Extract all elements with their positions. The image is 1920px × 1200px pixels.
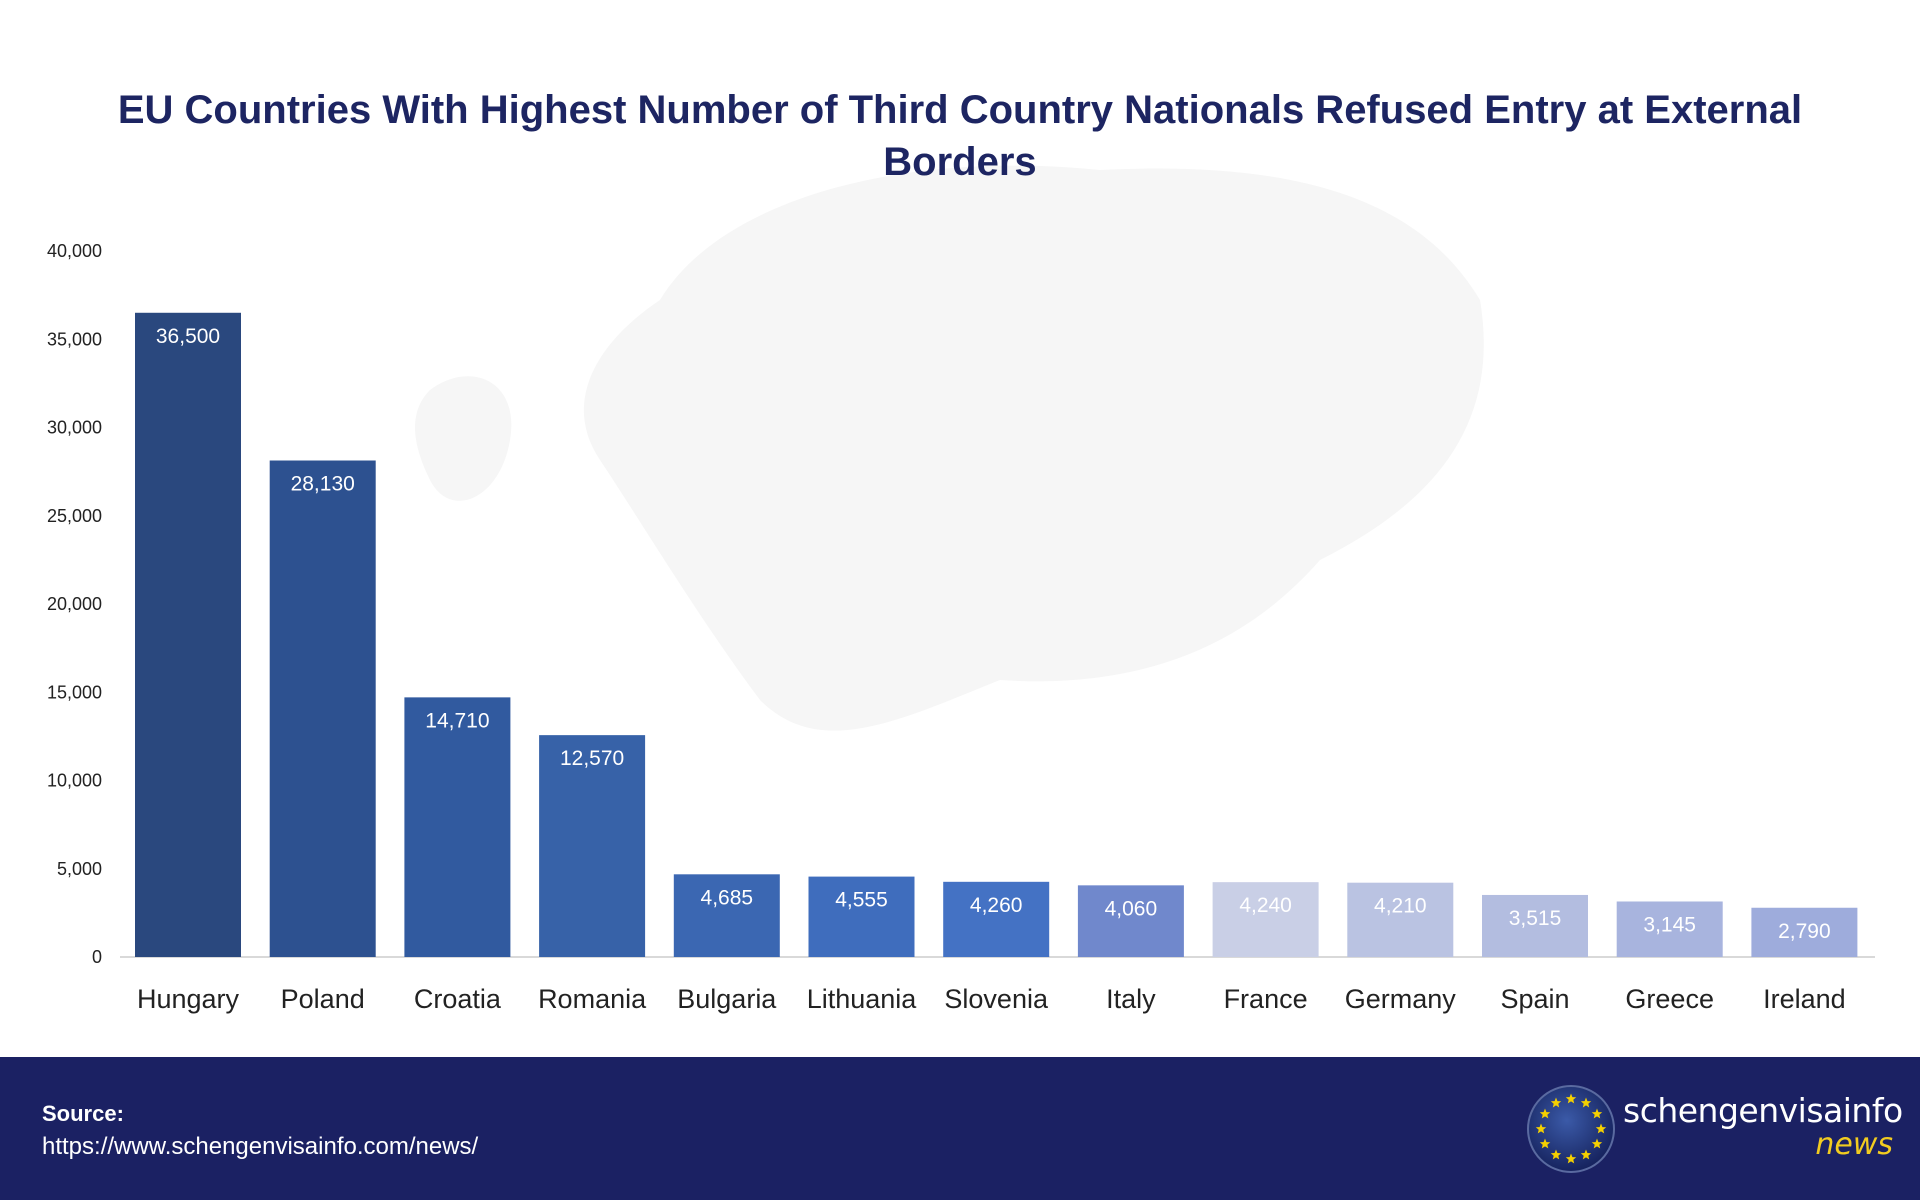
- star-icon: [1539, 1108, 1551, 1119]
- data-label: 12,570: [560, 747, 624, 770]
- bar-lithuania: [808, 876, 915, 957]
- x-tick-label: Croatia: [414, 984, 502, 1014]
- y-tick-label: 35,000: [47, 329, 102, 349]
- star-icon: [1591, 1138, 1603, 1149]
- schengenvisainfo-logo[interactable]: schengenvisainfo news: [1525, 1083, 1903, 1175]
- x-tick-label: Ireland: [1763, 984, 1846, 1014]
- bar-hungary: [135, 312, 241, 957]
- data-label: 14,710: [425, 709, 489, 732]
- bar-spain: [1482, 894, 1588, 957]
- x-tick-label: Italy: [1106, 984, 1156, 1014]
- data-label: 3,145: [1643, 913, 1696, 936]
- x-tick-label: France: [1224, 984, 1308, 1014]
- data-label: 28,130: [291, 473, 355, 496]
- data-label: 4,555: [835, 889, 888, 912]
- x-tick-label: Spain: [1500, 984, 1569, 1014]
- x-tick-label: Germany: [1345, 984, 1457, 1014]
- star-icon: [1535, 1123, 1547, 1134]
- star-icon: [1539, 1138, 1551, 1149]
- bar-ireland: [1751, 907, 1858, 957]
- x-tick-label: Bulgaria: [677, 984, 777, 1014]
- star-icon: [1591, 1108, 1603, 1119]
- data-label: 36,500: [156, 325, 220, 348]
- source-label: Source:: [42, 1101, 124, 1126]
- star-icon: [1550, 1097, 1562, 1108]
- star-icon: [1580, 1149, 1592, 1160]
- bar-germany: [1347, 882, 1454, 957]
- bar-greece: [1616, 901, 1723, 957]
- data-label: 4,210: [1374, 895, 1427, 918]
- data-label: 4,060: [1105, 897, 1158, 920]
- star-icon: [1580, 1097, 1592, 1108]
- data-label: 3,515: [1509, 907, 1562, 930]
- data-label: 4,685: [701, 886, 754, 909]
- y-tick-label: 25,000: [47, 506, 102, 526]
- star-icon: [1565, 1153, 1577, 1164]
- x-tick-label: Slovenia: [944, 984, 1049, 1014]
- data-label: 4,240: [1239, 894, 1292, 917]
- bar-france: [1212, 882, 1319, 957]
- source-link[interactable]: https://www.schengenvisainfo.com/news/: [42, 1133, 479, 1160]
- x-tick-label: Hungary: [137, 984, 240, 1014]
- y-tick-label: 20,000: [47, 594, 102, 614]
- eu-stars-icon: [1527, 1085, 1615, 1173]
- x-tick-label: Romania: [538, 984, 647, 1014]
- y-tick-label: 10,000: [47, 771, 102, 791]
- bar-croatia: [404, 697, 511, 957]
- y-tick-label: 30,000: [47, 418, 102, 438]
- x-tick-label: Greece: [1625, 984, 1714, 1014]
- star-icon: [1595, 1123, 1607, 1134]
- bar-italy: [1077, 885, 1184, 957]
- y-tick-label: 40,000: [47, 241, 102, 261]
- star-icon: [1550, 1149, 1562, 1160]
- y-tick-label: 5,000: [57, 859, 102, 879]
- logo-text: schengenvisainfo: [1623, 1091, 1903, 1130]
- logo-subtext: news: [1815, 1127, 1893, 1162]
- bar-chart: 0 5,000 10,000 15,000 20,000 25,000 30,000 35,0…: [46, 165, 1875, 1014]
- bar-slovenia: [943, 881, 1050, 957]
- data-label: 2,790: [1778, 920, 1831, 943]
- data-label: 4,260: [970, 894, 1023, 917]
- x-tick-label: Lithuania: [807, 984, 918, 1014]
- x-tick-label: Poland: [281, 984, 365, 1014]
- y-tick-label: 15,000: [47, 682, 102, 702]
- bar-romania: [539, 735, 646, 957]
- chart-title: EU Countries With Highest Number of Thir…: [117, 88, 1803, 184]
- map-watermark: [415, 165, 1484, 731]
- y-tick-label: 0: [92, 947, 102, 967]
- bar-poland: [269, 460, 376, 957]
- bar-bulgaria: [673, 874, 780, 957]
- footer: Source: https://www.schengenvisainfo.com…: [0, 1057, 1920, 1200]
- star-icon: [1565, 1093, 1577, 1104]
